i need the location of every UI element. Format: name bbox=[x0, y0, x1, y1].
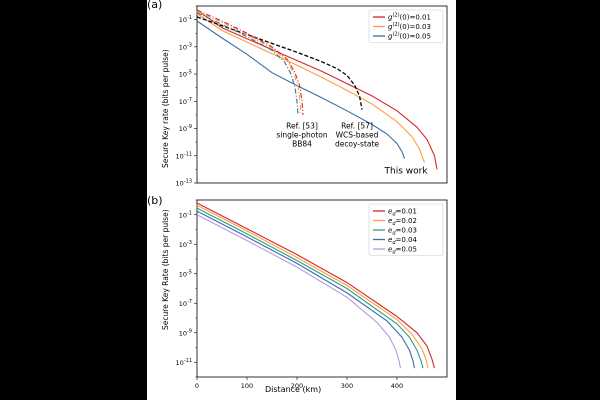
legend-box bbox=[368, 203, 444, 256]
y-tick-label: 10-5 bbox=[179, 269, 192, 278]
annotation: Ref. [53] single-photon BB84 bbox=[276, 122, 328, 149]
series-line bbox=[196, 12, 299, 114]
legend-label: g(2)(0)=0.05 bbox=[388, 32, 431, 41]
y-tick-label: 10-13 bbox=[176, 179, 192, 188]
series-line bbox=[196, 9, 438, 170]
annotation: This work bbox=[384, 166, 429, 176]
figure: (a) (b) Secure Key rate (bits per pulse)… bbox=[147, 0, 456, 400]
y-tick-label: 10-11 bbox=[176, 358, 192, 367]
y-tick-label: 10-9 bbox=[179, 328, 192, 337]
x-tick-label: 100 bbox=[241, 382, 253, 390]
x-tick-label: 0 bbox=[195, 382, 199, 390]
series-line bbox=[196, 16, 363, 110]
x-tick-label: 200 bbox=[291, 382, 303, 390]
series-line bbox=[196, 20, 406, 159]
y-tick-label: 10-1 bbox=[179, 15, 192, 24]
legend-label: ed=0.03 bbox=[388, 227, 417, 237]
legend-label: ed=0.04 bbox=[388, 236, 417, 246]
legend-label: ed=0.05 bbox=[388, 246, 417, 256]
annotation: Ref. [57] WCS-based decoy-state bbox=[335, 122, 379, 149]
y-tick-label: 10-9 bbox=[179, 124, 192, 133]
chart-b: 10-1 10-3 10-5 10-7 10-9 10-11 0 100 200 300 400 ed… bbox=[176, 199, 448, 390]
legend-label: ed=0.01 bbox=[388, 208, 417, 218]
y-tick-label: 10-11 bbox=[176, 151, 192, 160]
series-line bbox=[196, 204, 429, 369]
series-line bbox=[196, 214, 402, 369]
series-line bbox=[196, 202, 436, 369]
y-tick-label: 10-1 bbox=[179, 210, 192, 219]
legend-label: ed=0.02 bbox=[388, 217, 417, 227]
series-line bbox=[196, 10, 302, 115]
x-tick-label: 300 bbox=[341, 382, 353, 390]
legend-label: g(2)(0)=0.03 bbox=[388, 22, 431, 31]
y-tick-label: 10-7 bbox=[179, 97, 192, 106]
y-tick-label: 10-3 bbox=[179, 42, 192, 51]
legend-box bbox=[368, 9, 444, 43]
x-tick-label: 400 bbox=[391, 382, 403, 390]
legend-label: g(2)(0)=0.01 bbox=[388, 13, 431, 22]
panel-a-label: (a) bbox=[147, 0, 163, 11]
series-line bbox=[196, 13, 426, 163]
y-tick-label: 10-5 bbox=[179, 70, 192, 79]
panel-b-label: (b) bbox=[147, 194, 163, 207]
series-line bbox=[196, 210, 416, 369]
y-tick-label: 10-7 bbox=[179, 299, 192, 308]
y-tick-label: 10-3 bbox=[179, 240, 192, 249]
panel-b-xlabel: Distance (km) bbox=[265, 385, 322, 394]
plot-frame bbox=[196, 5, 448, 184]
legend: g(2)(0)=0.01g(2)(0)=0.03g(2)(0)=0.05 bbox=[368, 9, 444, 43]
series-line bbox=[196, 207, 424, 369]
chart-a: 10-1 10-3 10-5 10-7 10-9 10-11 10-13 Ref. [53] s… bbox=[176, 5, 448, 188]
series-line bbox=[196, 9, 304, 115]
